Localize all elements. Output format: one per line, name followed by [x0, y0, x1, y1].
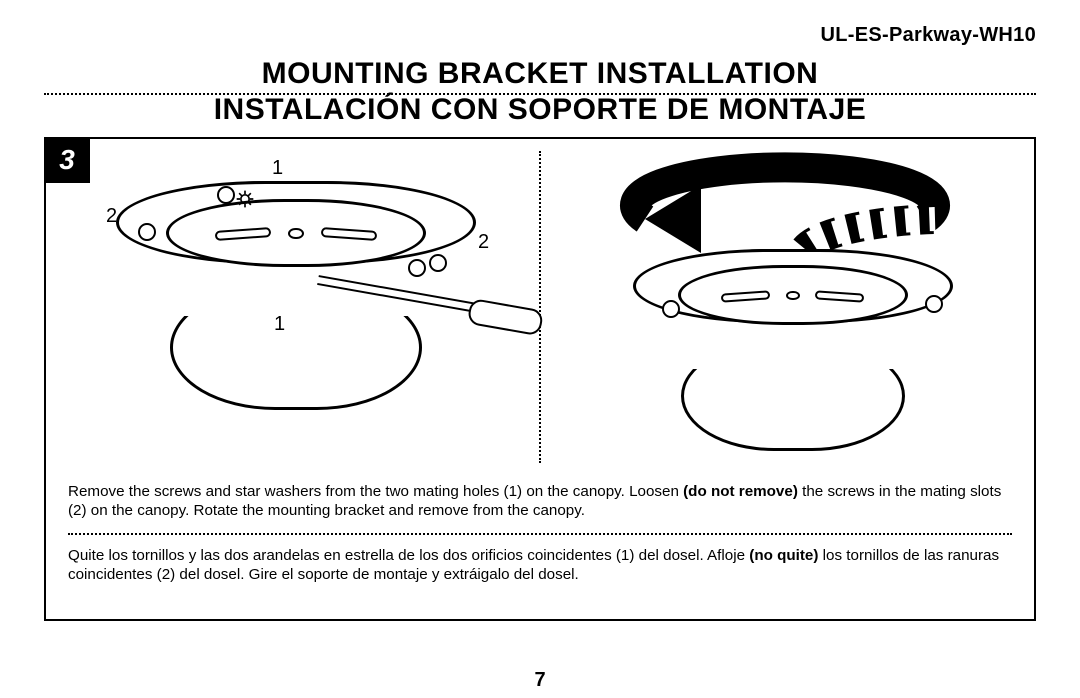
- canopy-illustration-right: [633, 249, 953, 479]
- manual-page: UL-ES-Parkway-WH10 MOUNTING BRACKET INST…: [0, 0, 1080, 698]
- screw-head-icon: [662, 300, 680, 318]
- callout-1-bottom: 1: [274, 313, 285, 336]
- screw-head-icon: [138, 223, 156, 241]
- title-block: MOUNTING BRACKET INSTALLATION INSTALACIÓ…: [44, 57, 1036, 127]
- callout-2-left: 2: [106, 205, 117, 228]
- title-divider: [44, 93, 1036, 95]
- screw-head-icon: [217, 186, 235, 204]
- model-number: UL-ES-Parkway-WH10: [44, 24, 1036, 47]
- diagram-frame: 3: [44, 137, 1036, 621]
- mating-slot-left: [215, 227, 271, 241]
- mating-slot-right: [815, 290, 865, 302]
- callout-1-top: 1: [272, 157, 283, 180]
- instruction-en-pre: Remove the screws and star washers from …: [68, 483, 683, 500]
- callout-2-right: 2: [478, 231, 489, 254]
- panel-right: [541, 139, 1034, 473]
- screw-head-icon: [408, 259, 426, 277]
- center-hole: [288, 228, 303, 239]
- mounting-bracket-plate: [166, 199, 425, 267]
- canopy-illustration-left: [116, 181, 476, 441]
- instruction-english: Remove the screws and star washers from …: [68, 483, 1012, 520]
- page-number: 7: [0, 669, 1080, 692]
- instruction-en-bold: (do not remove): [683, 483, 798, 500]
- mating-slot-right: [321, 227, 377, 241]
- mounting-bracket-plate: [678, 265, 908, 325]
- center-hole: [786, 291, 799, 301]
- instruction-es-bold: (no quite): [749, 547, 818, 564]
- star-washer-icon: [235, 189, 255, 209]
- panel-left: 1 2 2 1: [46, 139, 539, 473]
- diagram-panels: 1 2 2 1: [46, 139, 1034, 473]
- instruction-es-pre: Quite los tornillos y las dos arandelas …: [68, 547, 749, 564]
- title-english: MOUNTING BRACKET INSTALLATION: [252, 57, 829, 91]
- instruction-spanish: Quite los tornillos y las dos arandelas …: [68, 547, 1012, 584]
- mating-slot-left: [721, 290, 771, 302]
- title-spanish: INSTALACIÓN CON SOPORTE DE MONTAJE: [44, 93, 1036, 127]
- screw-head-icon: [429, 254, 447, 272]
- text-divider: [68, 533, 1012, 535]
